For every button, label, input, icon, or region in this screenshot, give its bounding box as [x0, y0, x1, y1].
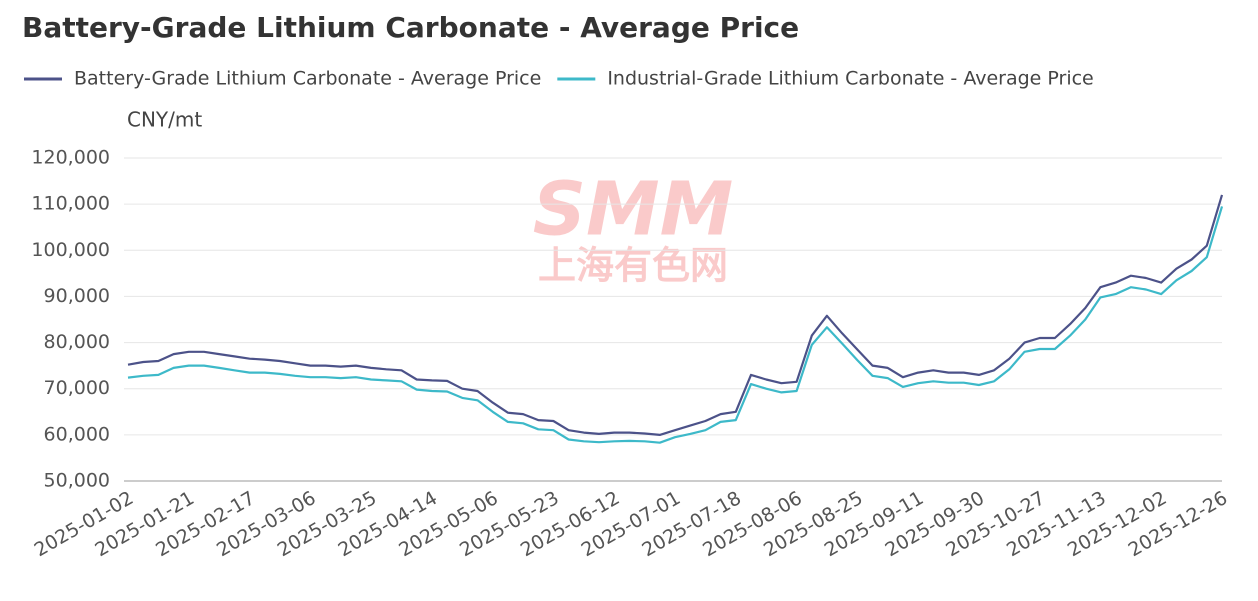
y-tick-label: 120,000 — [31, 147, 110, 169]
y-tick-label: 50,000 — [44, 470, 110, 492]
y-tick-label: 80,000 — [44, 331, 110, 353]
y-tick-label: 70,000 — [44, 377, 110, 399]
y-tick-label: 110,000 — [31, 193, 110, 215]
legend-label: Battery-Grade Lithium Carbonate - Averag… — [74, 68, 541, 90]
legend-label: Industrial-Grade Lithium Carbonate - Ave… — [607, 68, 1093, 90]
series-line — [127, 194, 1224, 436]
series-line — [127, 206, 1224, 444]
watermark-logo: SMM — [533, 167, 734, 253]
watermark-text: 上海有色网 — [538, 244, 728, 288]
y-tick-label: 60,000 — [44, 423, 110, 445]
chart-title: Battery-Grade Lithium Carbonate - Averag… — [22, 11, 799, 44]
y-tick-label: 90,000 — [44, 285, 110, 307]
y-axis-label: CNY/mt — [127, 108, 202, 132]
y-tick-label: 100,000 — [31, 239, 110, 261]
watermark: SMM 上海有色网 — [533, 167, 734, 288]
